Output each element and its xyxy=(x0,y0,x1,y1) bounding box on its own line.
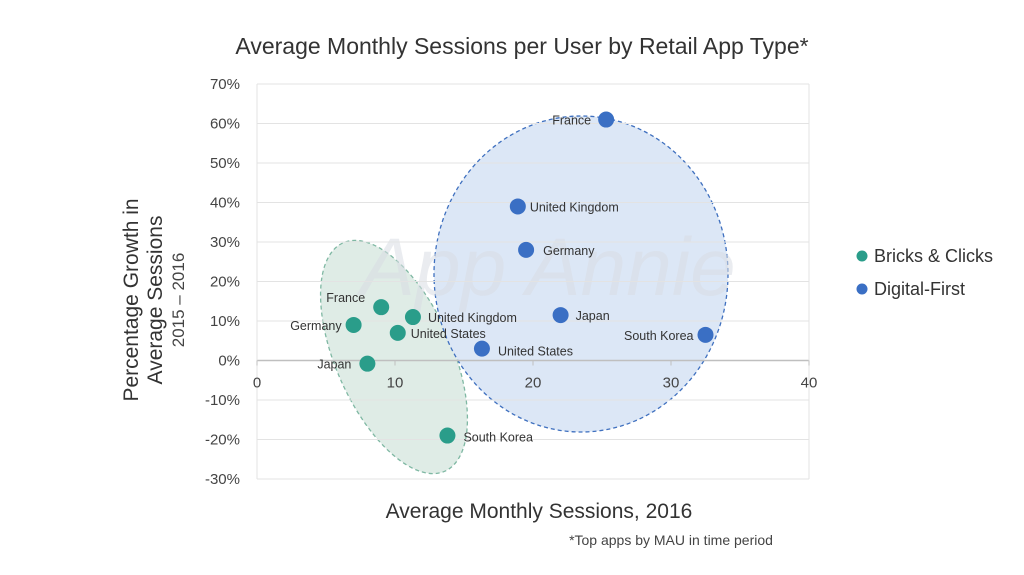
data-point xyxy=(373,299,390,316)
x-tick-label: 40 xyxy=(801,375,818,392)
data-point xyxy=(389,324,406,341)
cluster-ellipse-1 xyxy=(433,115,729,433)
x-tick-label: 30 xyxy=(663,375,680,392)
footnote: *Top apps by MAU in time period xyxy=(569,532,773,548)
y-tick-label: 40% xyxy=(210,195,240,212)
legend-marker xyxy=(856,283,868,295)
y-axis-title: Percentage Growth in Average Sessions 20… xyxy=(120,198,188,401)
y-axis-title-line2: Average Sessions xyxy=(144,216,167,385)
data-point xyxy=(552,307,569,324)
x-tick-label: 10 xyxy=(387,375,404,392)
data-point xyxy=(345,316,362,333)
y-tick-label: 20% xyxy=(210,274,240,291)
point-label: Japan xyxy=(317,358,351,372)
gridlines xyxy=(256,83,810,480)
legend-marker xyxy=(856,250,868,262)
y-tick-label: -30% xyxy=(205,471,240,488)
point-label: France xyxy=(552,114,591,128)
data-point xyxy=(598,111,615,128)
y-axis-title-line1: Percentage Growth in xyxy=(120,198,143,401)
legend: Bricks & Clicks Digital-First xyxy=(856,246,993,299)
chart-title: Average Monthly Sessions per User by Ret… xyxy=(235,33,808,59)
data-point xyxy=(439,427,456,444)
point-label: Germany xyxy=(290,319,342,333)
point-label: Germany xyxy=(543,244,595,258)
point-label: South Korea xyxy=(463,431,533,445)
point-label: United States xyxy=(498,345,573,359)
point-label: United States xyxy=(411,327,486,341)
point-label: South Korea xyxy=(624,329,694,343)
data-point xyxy=(697,326,714,343)
y-tick-label: 10% xyxy=(210,313,240,330)
watermark-text: App Annie xyxy=(355,222,735,313)
y-axis-title-line3: 2015 – 2016 xyxy=(169,253,188,348)
x-axis-ticks: 0 10 20 30 40 xyxy=(253,360,818,392)
watermark: App Annie xyxy=(355,222,735,313)
point-label: Japan xyxy=(576,309,610,323)
y-tick-label: 70% xyxy=(210,76,240,93)
y-tick-label: 60% xyxy=(210,116,240,133)
point-label: France xyxy=(326,291,365,305)
data-point xyxy=(404,309,421,326)
y-axis-ticks: 70% 60% 50% 40% 30% 20% 10% 0% -10% -20% -30% xyxy=(205,76,240,488)
legend-label: Bricks & Clicks xyxy=(874,246,993,266)
y-tick-label: -20% xyxy=(205,432,240,449)
x-tick-label: 0 xyxy=(253,375,261,392)
y-tick-label: 50% xyxy=(210,155,240,172)
y-tick-label: -10% xyxy=(205,392,240,409)
y-tick-label: 30% xyxy=(210,234,240,251)
data-point xyxy=(518,241,535,258)
point-label: United Kingdom xyxy=(428,311,517,325)
point-label: United Kingdom xyxy=(530,200,619,214)
y-tick-label: 0% xyxy=(218,353,240,370)
data-point xyxy=(509,198,526,215)
x-axis-title: Average Monthly Sessions, 2016 xyxy=(386,500,693,523)
data-point xyxy=(473,340,490,357)
legend-label: Digital-First xyxy=(874,279,965,299)
point-labels: France Germany United Kingdom United States… xyxy=(290,114,693,445)
data-point xyxy=(359,355,376,372)
data-points xyxy=(345,111,714,444)
cluster-ellipses xyxy=(319,115,729,475)
x-tick-label: 20 xyxy=(525,375,542,392)
